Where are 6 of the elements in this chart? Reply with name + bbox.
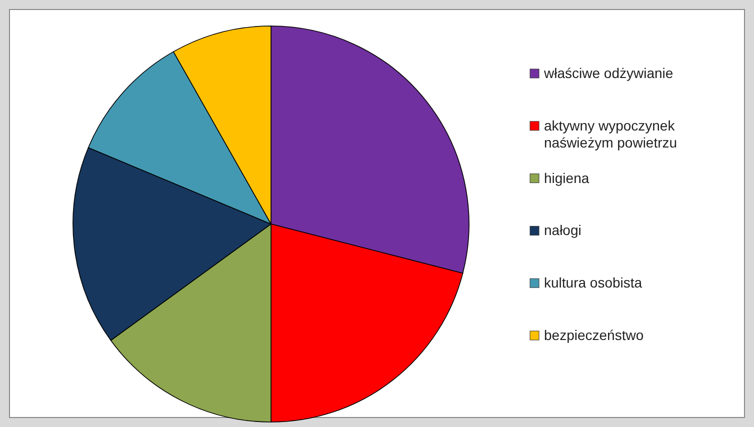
legend-label: właściwe odżywianie — [543, 65, 674, 81]
legend-label: nałogi — [544, 222, 582, 238]
legend-label: aktywny wypoczynek naświeżym powietrzu — [544, 117, 678, 150]
legend-label: bezpieczeństwo — [544, 327, 644, 343]
legend-label: higiena — [544, 170, 590, 186]
legend-label: kultura osobista — [544, 274, 642, 291]
